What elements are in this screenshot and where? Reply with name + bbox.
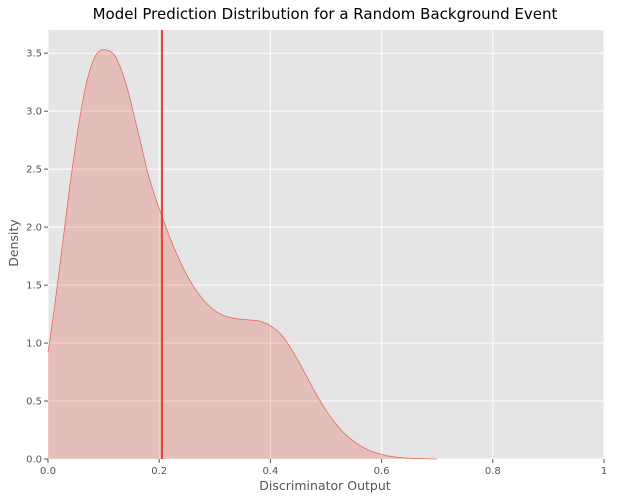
y-tick-label: 1.5 <box>26 281 42 292</box>
x-tick-label: 0.2 <box>151 466 167 477</box>
y-axis-label: Density <box>6 219 21 267</box>
x-tick-label: 0.6 <box>374 466 390 477</box>
y-tick-label: 0.0 <box>26 455 42 466</box>
x-axis-ticks: 0.0 0.2 0.4 0.6 0.8 1 <box>40 459 607 477</box>
y-tick-label: 2.0 <box>26 223 42 234</box>
x-tick-label: 0.4 <box>262 466 278 477</box>
y-axis-ticks: 0.0 0.5 1.0 1.5 2.0 2.5 3.0 3.5 <box>26 49 48 466</box>
x-tick-label: 0.0 <box>40 466 56 477</box>
x-tick-label: 0.8 <box>485 466 501 477</box>
x-tick-label: 1 <box>601 466 607 477</box>
y-tick-label: 2.5 <box>26 165 42 176</box>
density-area <box>48 49 438 459</box>
y-tick-label: 0.5 <box>26 397 42 408</box>
y-tick-label: 3.5 <box>26 49 42 60</box>
grid-vertical <box>47 30 605 459</box>
plot-background <box>48 30 604 459</box>
y-tick-label: 3.0 <box>26 107 42 118</box>
x-axis-label: Discriminator Output <box>259 478 391 493</box>
grid-horizontal <box>48 52 604 460</box>
y-tick-label: 1.0 <box>26 339 42 350</box>
chart-title: Model Prediction Distribution for a Rand… <box>93 5 558 23</box>
density-curve <box>47 49 438 460</box>
